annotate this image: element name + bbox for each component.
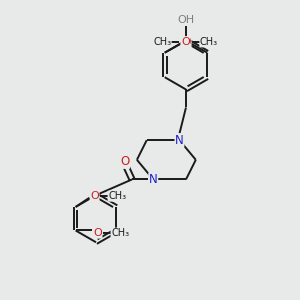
Text: N: N	[175, 134, 184, 147]
Text: O: O	[182, 37, 191, 47]
Text: O: O	[90, 191, 99, 201]
Text: O: O	[120, 155, 129, 168]
Text: CH₃: CH₃	[200, 37, 218, 47]
Text: CH₃: CH₃	[111, 228, 129, 238]
Text: O: O	[93, 228, 102, 238]
Text: O: O	[181, 37, 190, 47]
Text: CH₃: CH₃	[153, 37, 171, 47]
Text: CH₃: CH₃	[108, 191, 126, 201]
Text: N: N	[149, 173, 158, 186]
Text: OH: OH	[177, 15, 195, 25]
